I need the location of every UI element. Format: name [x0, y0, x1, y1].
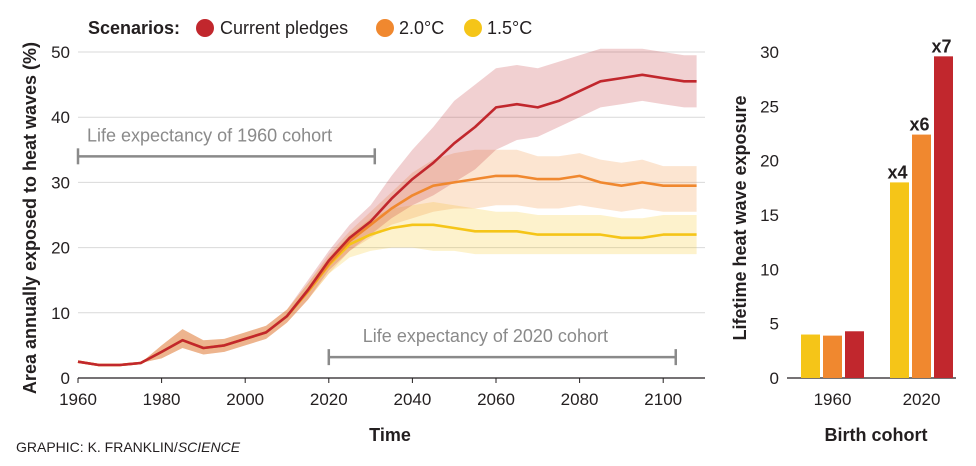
x-tick-label: 2000	[226, 390, 264, 409]
bar-chart-x-label: Birth cohort	[825, 425, 928, 445]
legend-marker-1-5c	[464, 19, 482, 37]
annotations: Life expectancy of 1960 cohort Life expec…	[76, 125, 677, 366]
y-tick-label: 40	[51, 108, 70, 127]
credit-source: SCIENCE	[178, 439, 241, 455]
x-tick-label: 1980	[143, 390, 181, 409]
bar-current-pledges-1960	[845, 331, 864, 378]
x-tick-label: 2080	[561, 390, 599, 409]
y-tick-label: 50	[51, 43, 70, 62]
x-tick-label: 1960	[59, 390, 97, 409]
x-tick-label: 2040	[393, 390, 431, 409]
band-2-0c	[78, 149, 697, 365]
line-chart-y-ticks: 0 10 20 30 40 50	[51, 43, 70, 388]
y-tick-label: 10	[51, 304, 70, 323]
line-chart-lines	[77, 73, 697, 367]
bar-1-5c-1960	[801, 334, 820, 378]
bar-data-label: x6	[909, 115, 929, 135]
bar-y-tick-label: 25	[760, 97, 779, 116]
y-tick-label: 30	[51, 173, 70, 192]
bar-y-tick-label: 10	[760, 260, 779, 279]
bar-1-5c-2020	[890, 182, 909, 378]
bar-x-tick-label: 2020	[903, 390, 941, 409]
line-chart: 0 10 20 30 40 50 1960 1980 2000 2020 2040 2060 2080…	[20, 42, 705, 445]
legend-marker-current-pledges	[196, 19, 214, 37]
bar-y-tick-label: 30	[760, 43, 779, 62]
x-tick-label: 2020	[310, 390, 348, 409]
line-chart-x-ticks: 1960 1980 2000 2020 2040 2060 2080 2100	[59, 378, 682, 409]
x-tick-label: 2100	[644, 390, 682, 409]
line-chart-grid	[78, 51, 705, 314]
bar-chart-y-label: Lifetime heat wave exposure	[730, 95, 750, 340]
bar-current-pledges-2020	[934, 56, 953, 378]
bar-y-tick-label: 5	[770, 315, 779, 334]
bar-y-tick-label: 0	[770, 369, 779, 388]
legend-marker-2c	[376, 19, 394, 37]
legend-label-2c: 2.0°C	[399, 18, 444, 38]
bar-chart-x-ticks: 1960 2020	[814, 390, 941, 409]
y-tick-label: 20	[51, 239, 70, 258]
bar-chart-bars: x4 x6 x7	[801, 36, 953, 378]
credit-prefix: GRAPHIC: K. FRANKLIN/	[16, 439, 178, 455]
bar-2-0c-2020	[912, 134, 931, 378]
legend: Scenarios: Current pledges 2.0°C 1.5°C	[88, 18, 532, 38]
bar-y-tick-label: 15	[760, 206, 779, 225]
y-tick-label: 0	[61, 369, 70, 388]
bar-2-0c-1960	[823, 335, 842, 378]
credit: GRAPHIC: K. FRANKLIN/SCIENCE	[16, 439, 241, 455]
annotation-bracket: Life expectancy of 1960 cohort	[76, 125, 377, 165]
annotation-bracket: Life expectancy of 2020 cohort	[327, 326, 677, 366]
legend-label-current-pledges: Current pledges	[220, 18, 348, 38]
annotation-label: Life expectancy of 2020 cohort	[363, 326, 608, 346]
line-chart-x-label: Time	[369, 425, 411, 445]
line-chart-bands	[78, 48, 697, 365]
x-tick-label: 2060	[477, 390, 515, 409]
bar-x-tick-label: 1960	[814, 390, 852, 409]
line-chart-y-label: Area annually exposed to heat waves (%)	[20, 42, 40, 394]
bar-y-tick-label: 20	[760, 152, 779, 171]
band-current-pledges	[78, 48, 697, 365]
annotation-label: Life expectancy of 1960 cohort	[87, 125, 332, 145]
bar-data-label: x4	[887, 162, 907, 182]
bar-chart: 0 5 10 15 20 25 30 x4 x6 x7 1960 2020 Birth cohor…	[730, 36, 956, 445]
band-1-5c	[78, 202, 697, 365]
bar-data-label: x7	[931, 36, 951, 56]
legend-label-1-5c: 1.5°C	[487, 18, 532, 38]
bar-chart-y-ticks: 0 5 10 15 20 25 30	[760, 43, 779, 388]
legend-title: Scenarios:	[88, 18, 180, 38]
series-line-current-pledges	[77, 73, 697, 367]
